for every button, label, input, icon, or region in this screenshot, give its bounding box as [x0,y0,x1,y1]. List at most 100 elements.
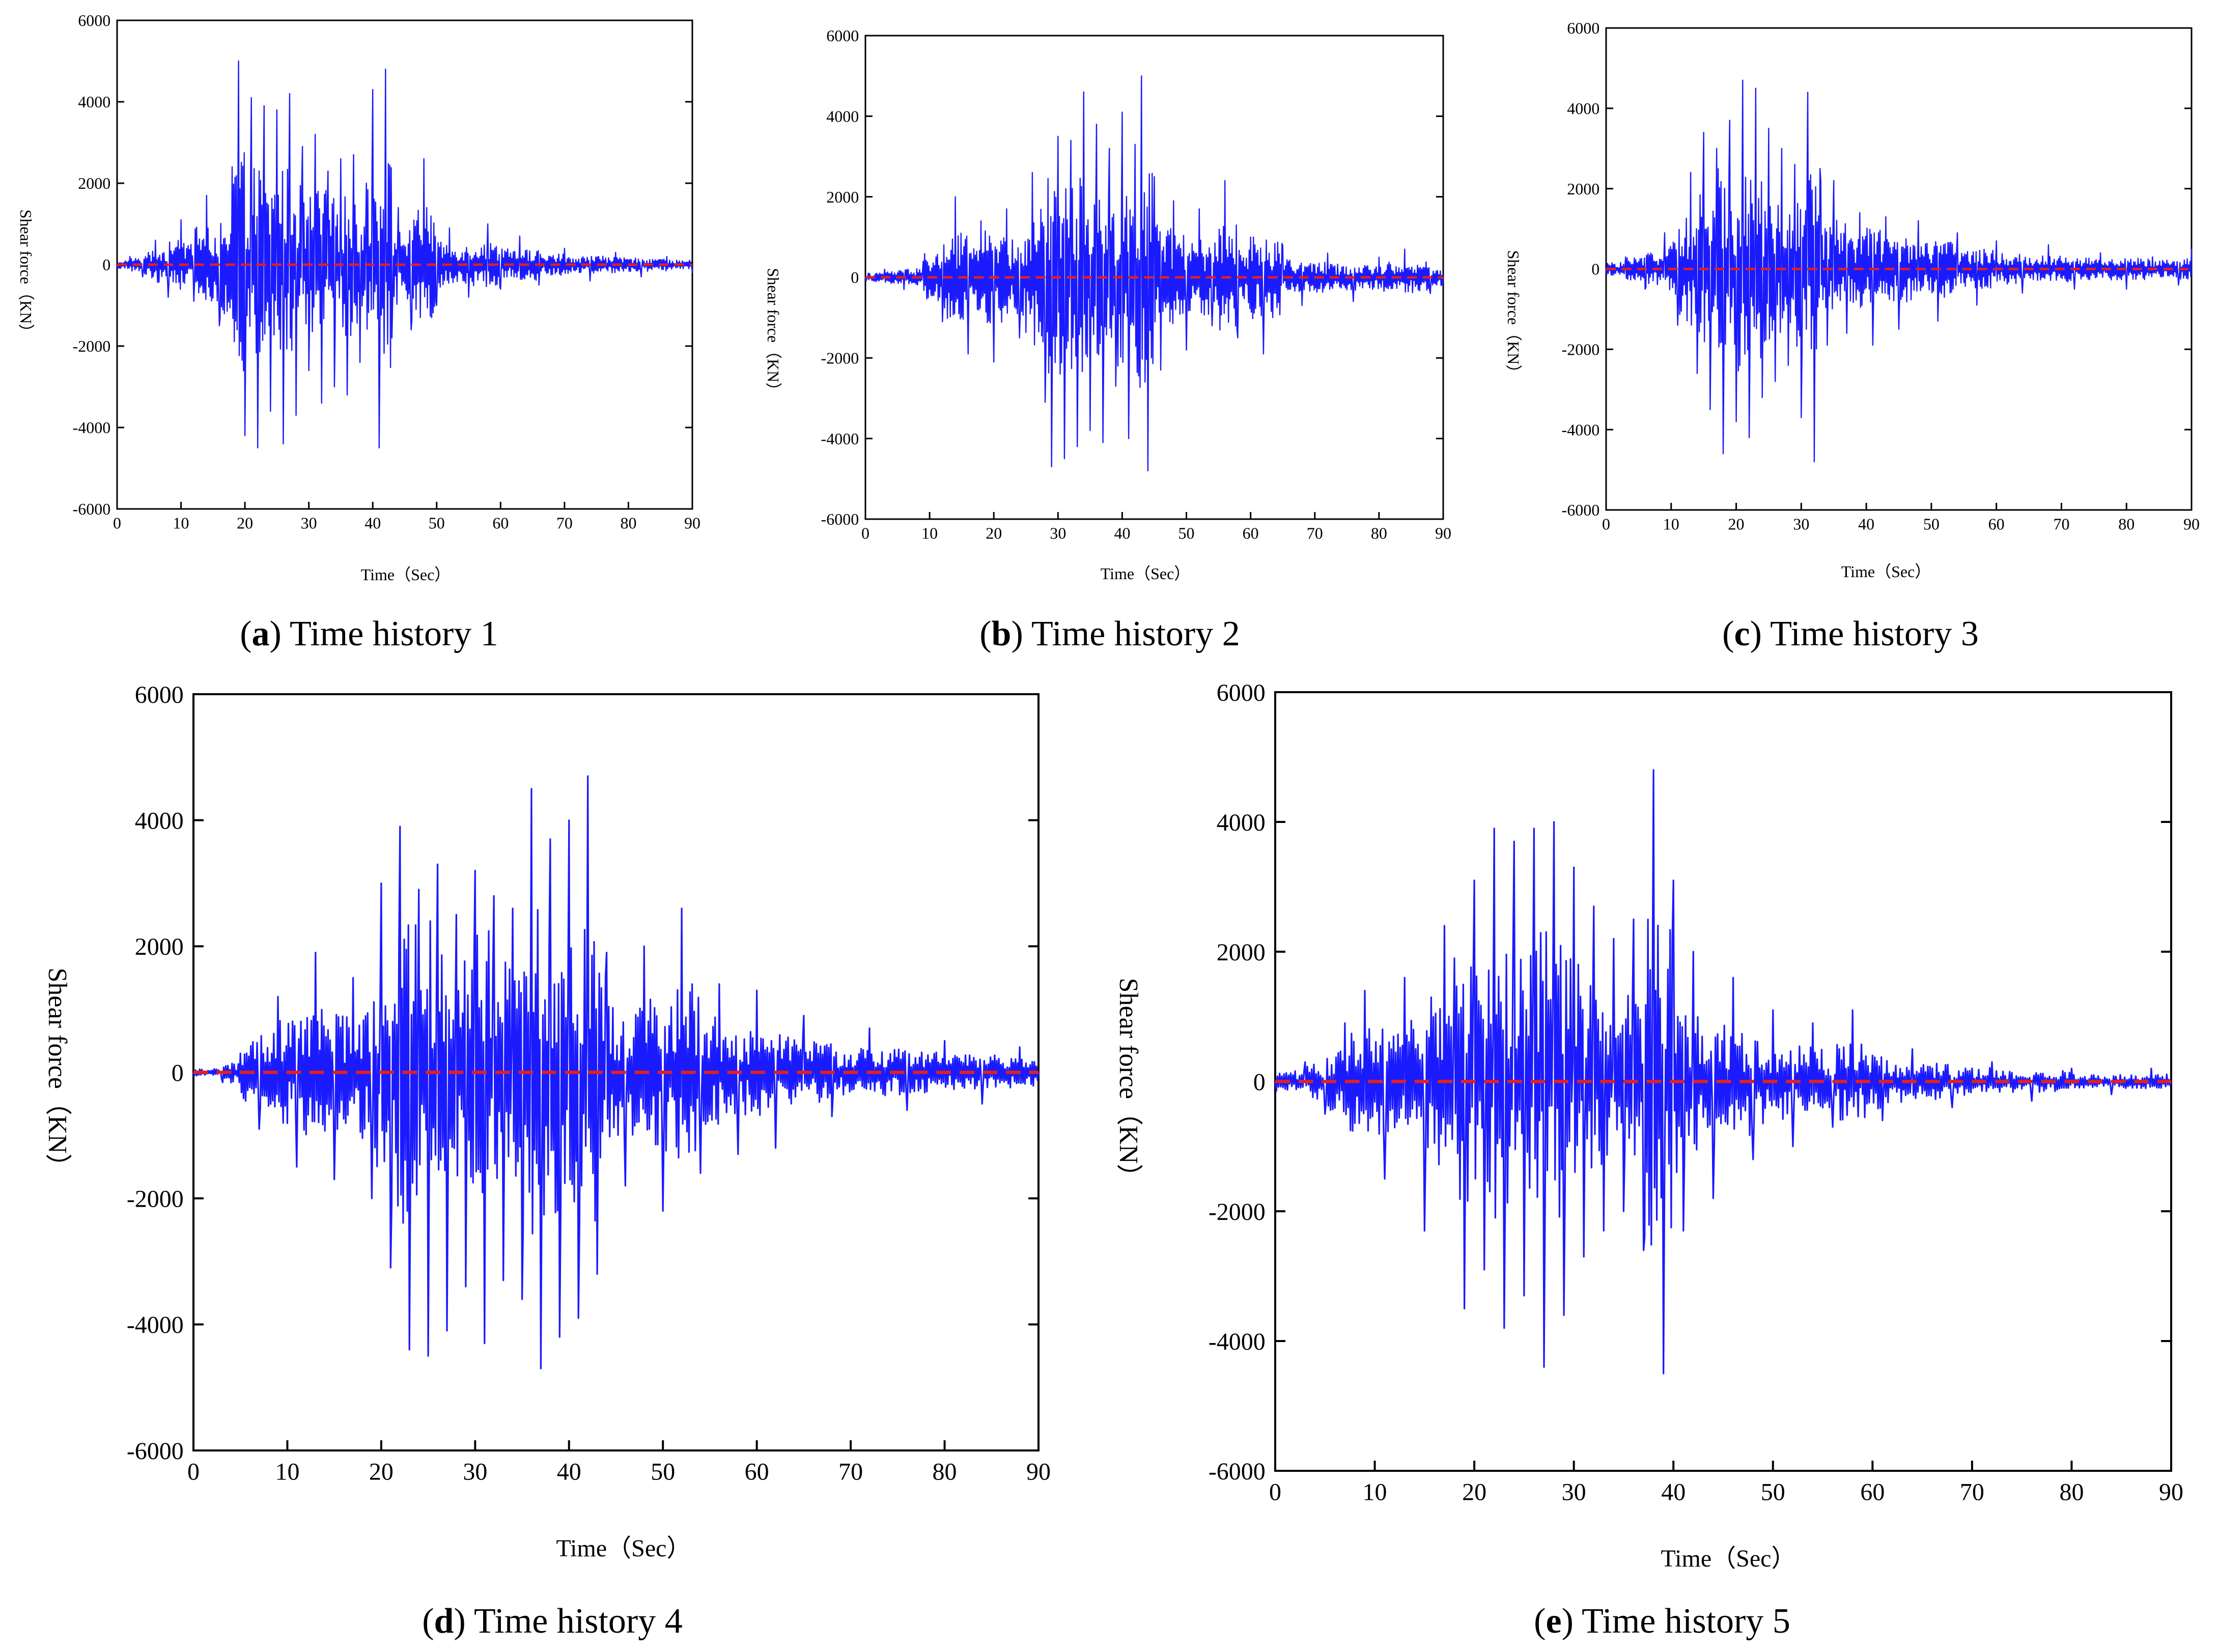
panel-e-caption-text: ) Time history 5 [1562,1602,1790,1641]
panel-d-xtick-label: 10 [275,1459,299,1486]
panel-b-xtick-label: 20 [986,524,1002,542]
panel-c-ytick-label: -4000 [1562,420,1600,439]
panel-d-ytick-label: -6000 [127,1438,184,1465]
panel-e-ytick-label: -4000 [1209,1328,1266,1355]
panel-c-xtick-label: 60 [1988,515,2005,533]
panel-c-ytick-label: 2000 [1567,180,1599,198]
panel-b-xtick-label: 40 [1114,524,1130,542]
panel-e: Shear force（KN） Time（Sec） (e) Time histo… [1114,679,2183,1641]
panel-e-ytick-label: 6000 [1217,679,1266,706]
panel-c-xtick-label: 20 [1728,515,1745,533]
panel-a-ytick-label: -6000 [73,500,111,518]
panel-c-xtick-label: 40 [1858,515,1874,533]
panel-d-xtick-label: 30 [463,1459,487,1486]
panel-b-xlabel: Time（Sec） [1101,564,1191,583]
panel-b-caption-letter: b [992,614,1012,653]
panel-a-caption: (a) Time history 1 [240,614,498,653]
panel-e-ytick-label: -6000 [1209,1458,1266,1485]
panel-a-ylabel: Shear force（KN） [17,210,35,340]
panel-d-xtick-label: 90 [1026,1459,1051,1486]
panel-c-xtick-label: 80 [2118,515,2135,533]
panel-d-xtick-label: 70 [838,1459,863,1486]
panel-e-xtick-label: 90 [2159,1479,2183,1506]
panel-e-xtick-label: 40 [1661,1479,1686,1506]
panel-a-ytick-label: 4000 [78,93,110,111]
panel-d-ytick-label: 4000 [135,807,184,834]
panel-e-caption: (e) Time history 5 [1534,1602,1790,1641]
panel-d-series-shear-force [192,775,1040,1370]
panel-b-ytick-label: -6000 [821,510,859,528]
panel-d-xtick-label: 60 [745,1459,769,1486]
panel-e-series-shear-force [1274,769,2172,1375]
panel-e-caption-letter: e [1546,1602,1561,1641]
panel-e-xtick-label: 70 [1960,1479,1984,1506]
panel-b-xtick-label: 70 [1307,524,1323,542]
panel-a-ytick-label: 6000 [78,11,110,30]
panel-c-ytick-label: -6000 [1562,501,1600,519]
panel-b-ytick-label: -4000 [821,430,859,448]
panel-b: Shear force（KN） Time（Sec） (b) Time histo… [764,26,1451,653]
panel-e-ytick-label: 0 [1253,1069,1266,1096]
panel-c: Shear force（KN） Time（Sec） (c) Time histo… [1504,19,2200,653]
panel-e-ytick-label: 2000 [1217,939,1266,966]
panel-a-ytick-label: -4000 [73,418,111,437]
panel-a-caption-letter: a [252,614,270,653]
panel-d-ytick-label: 6000 [135,681,184,708]
panel-c-ytick-label: 4000 [1567,99,1599,118]
panel-b-ytick-label: 0 [851,268,859,287]
panel-d-xtick-label: 20 [369,1459,394,1486]
panel-c-xtick-label: 0 [1602,515,1610,533]
panel-a-ytick-label: 0 [102,255,110,274]
panel-a-xlabel: Time（Sec） [361,565,451,584]
panel-c-xtick-label: 50 [1923,515,1940,533]
panel-d-xtick-label: 0 [187,1459,200,1486]
panel-e-ytick-label: -2000 [1209,1199,1266,1226]
panel-a-ytick-label: 2000 [78,174,110,192]
panel-c-xtick-label: 30 [1793,515,1809,533]
panel-a-xtick-label: 20 [237,514,253,532]
panel-b-xtick-label: 10 [921,524,938,542]
panel-e-xtick-label: 50 [1761,1479,1785,1506]
panel-d-xtick-label: 40 [557,1459,581,1486]
panel-b-ytick-label: -2000 [821,349,859,367]
panel-c-ytick-label: 6000 [1567,19,1599,37]
panel-b-ytick-label: 2000 [826,188,859,206]
panel-d-ylabel: Shear force（KN） [43,967,72,1180]
panel-b-xtick-label: 30 [1050,524,1066,542]
panel-a-xtick-label: 40 [364,514,381,532]
panel-b-caption-text: ) Time history 2 [1011,614,1240,653]
panel-a-series-shear-force [116,60,693,449]
panel-c-caption-text: ) Time history 3 [1750,614,1979,653]
panel-b-ytick-label: 4000 [826,107,859,126]
panel-a-xtick-label: 30 [301,514,317,532]
panel-b-xtick-label: 50 [1178,524,1195,542]
panel-d-ytick-label: -4000 [127,1312,184,1338]
panel-d-caption: (d) Time history 4 [422,1602,683,1641]
panel-e-xtick-label: 30 [1562,1479,1586,1506]
panel-d-xtick-label: 50 [651,1459,675,1486]
panel-d-xtick-label: 80 [933,1459,957,1486]
panel-b-caption: (b) Time history 2 [979,614,1240,653]
panel-a-caption-text: ) Time history 1 [270,614,498,653]
panel-b-ytick-label: 6000 [826,26,859,45]
panel-c-xlabel: Time（Sec） [1841,562,1931,581]
panel-b-series-shear-force [864,75,1444,472]
panel-b-xtick-label: 60 [1243,524,1259,542]
panel-d-ytick-label: -2000 [127,1185,184,1212]
panel-a-xtick-label: 90 [684,514,700,532]
panel-e-xtick-label: 60 [1860,1479,1885,1506]
panel-c-ylabel: Shear force（KN） [1504,250,1523,381]
panel-d-xlabel: Time（Sec） [556,1535,691,1562]
panel-c-xtick-label: 90 [2183,515,2200,533]
panel-e-xtick-label: 0 [1269,1479,1281,1506]
panel-c-ytick-label: 0 [1591,260,1599,278]
panel-e-xtick-label: 20 [1462,1479,1486,1506]
panel-d-ytick-label: 2000 [135,933,184,960]
panel-b-xtick-label: 80 [1371,524,1387,542]
panel-c-caption: (c) Time history 3 [1722,614,1979,653]
panel-c-series-shear-force [1605,79,2193,463]
panel-e-ytick-label: 4000 [1217,809,1266,836]
panel-a-xtick-label: 50 [429,514,445,532]
panel-d-ytick-label: 0 [172,1060,184,1087]
panel-c-xtick-label: 70 [2053,515,2069,533]
